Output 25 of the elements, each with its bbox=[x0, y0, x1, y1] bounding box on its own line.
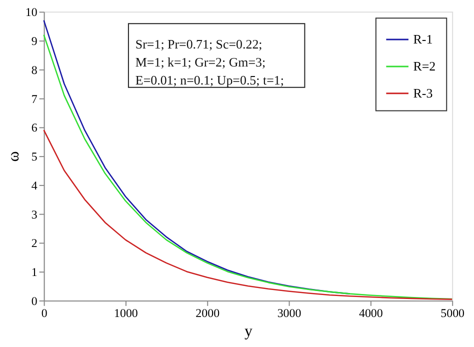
y-tick-label: 4 bbox=[31, 178, 38, 192]
legend-label: R-3 bbox=[413, 85, 433, 100]
y-tick-label: 6 bbox=[31, 120, 38, 135]
y-tick-label: 7 bbox=[31, 92, 38, 106]
annotation: Sr=1; Pr=0.71; Sc=0.22; bbox=[135, 36, 262, 52]
y-tick-label: 1 bbox=[31, 265, 38, 280]
y-tick-label: 8 bbox=[31, 62, 38, 77]
x-tick-label: 1000 bbox=[114, 306, 138, 320]
x-tick-label: 3000 bbox=[277, 306, 302, 320]
x-tick-label: 5000 bbox=[440, 306, 465, 320]
x-axis-title: y bbox=[244, 322, 252, 340]
x-tick-label: 2000 bbox=[196, 306, 220, 320]
y-tick-label: 5 bbox=[31, 150, 38, 164]
x-tick-label: 0 bbox=[41, 306, 48, 320]
y-tick-label: 0 bbox=[31, 294, 38, 308]
y-tick-label: 2 bbox=[31, 236, 38, 250]
annotation: E=0.01; n=0.1; Up=0.5; t=1; bbox=[135, 72, 284, 88]
y-tick-label: 10 bbox=[25, 5, 38, 20]
legend-label: R=2 bbox=[413, 58, 436, 74]
y-tick-label: 3 bbox=[31, 207, 38, 222]
y-axis-title: ω bbox=[5, 151, 22, 162]
x-tick-label: 4000 bbox=[358, 306, 383, 320]
legend-label: R-1 bbox=[413, 32, 433, 47]
annotation: M=1; k=1; Gr=2; Gm=3; bbox=[135, 54, 266, 70]
y-tick-label: 9 bbox=[31, 34, 38, 48]
